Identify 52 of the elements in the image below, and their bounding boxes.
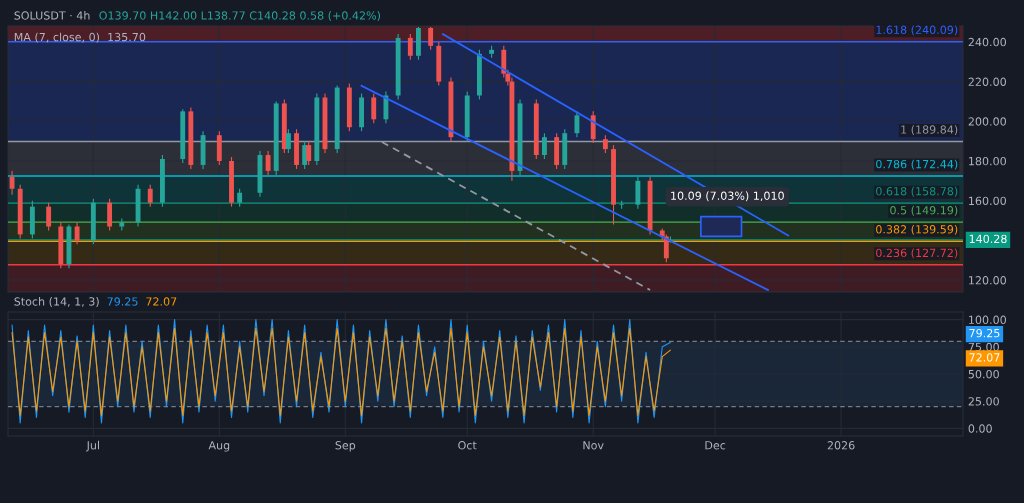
y-tick-label: 100.00 bbox=[969, 315, 1006, 324]
annotation: 10.09 (7.03%) 1,010 bbox=[671, 191, 784, 202]
ref-line-label: 0.618 (158.78) bbox=[876, 186, 958, 197]
chart-title: SOLUSDT · 4h bbox=[14, 11, 90, 20]
candlestick bbox=[107, 198, 113, 232]
candlestick bbox=[285, 128, 291, 154]
candlestick bbox=[46, 202, 52, 232]
y-tick-label: 200.00 bbox=[968, 117, 1006, 126]
ref-line-label: 0.382 (139.59) bbox=[876, 224, 958, 235]
y-tick-label: 180.00 bbox=[969, 156, 1006, 166]
y-tick-label: 50.00 bbox=[968, 369, 999, 379]
x-tick-label: Oct bbox=[458, 441, 477, 450]
ref-line-label: 1 (189.84) bbox=[901, 125, 958, 136]
x-tick-label: Dec bbox=[705, 441, 726, 450]
candlestick bbox=[635, 176, 641, 210]
x-tick-label: Aug bbox=[208, 441, 230, 452]
ref-line-label: 0.236 (127.72) bbox=[876, 248, 958, 259]
text: 79.25 bbox=[107, 297, 138, 306]
y-tick-label: 160.00 bbox=[969, 196, 1006, 206]
candlestick bbox=[383, 90, 389, 124]
y-tick-label: 0.00 bbox=[968, 424, 992, 433]
candlestick bbox=[306, 140, 312, 166]
candlestick bbox=[9, 170, 15, 196]
x-tick-label: Sep bbox=[335, 441, 356, 452]
candlestick bbox=[428, 26, 434, 51]
candlestick bbox=[541, 132, 547, 160]
x-tick-label: Jul bbox=[86, 440, 99, 452]
line-series bbox=[11, 327, 671, 416]
candlestick bbox=[574, 110, 580, 138]
y-tick-label: 75.00 bbox=[968, 342, 999, 352]
candlestick bbox=[371, 92, 377, 124]
candlestick bbox=[74, 221, 80, 245]
candlestick bbox=[147, 184, 153, 208]
x-tick-label: Nov bbox=[583, 441, 604, 450]
text: 72.07 bbox=[146, 297, 177, 306]
text: 79.25 bbox=[969, 328, 1000, 338]
ref-line-label: 0.5 (149.19) bbox=[890, 205, 958, 216]
text: 72.07 bbox=[969, 353, 1000, 362]
y-tick-label: 240.00 bbox=[968, 37, 1006, 47]
ref-line-label: 140.28 bbox=[969, 234, 1007, 244]
candlestick bbox=[407, 33, 413, 61]
chart-title: Stoch (14, 1, 3) bbox=[14, 297, 99, 307]
y-tick-label: 120.00 bbox=[969, 276, 1006, 285]
chart-subtitle: O139.70 H142.00 L138.77 C140.28 0.58 (+0.42%) bbox=[99, 11, 381, 21]
x-tick-label: 2026 bbox=[827, 441, 855, 450]
ref-line-label: 1.618 (240.09) bbox=[876, 25, 958, 36]
candlestick bbox=[265, 150, 271, 176]
y-tick-label: 25.00 bbox=[968, 397, 999, 406]
annotation: MA (7, close, 0) 135.70 bbox=[14, 32, 146, 43]
candlestick bbox=[590, 110, 596, 144]
y-tick-label: 220.00 bbox=[968, 77, 1006, 86]
ref-line-label: 0.786 (172.44) bbox=[876, 159, 958, 170]
